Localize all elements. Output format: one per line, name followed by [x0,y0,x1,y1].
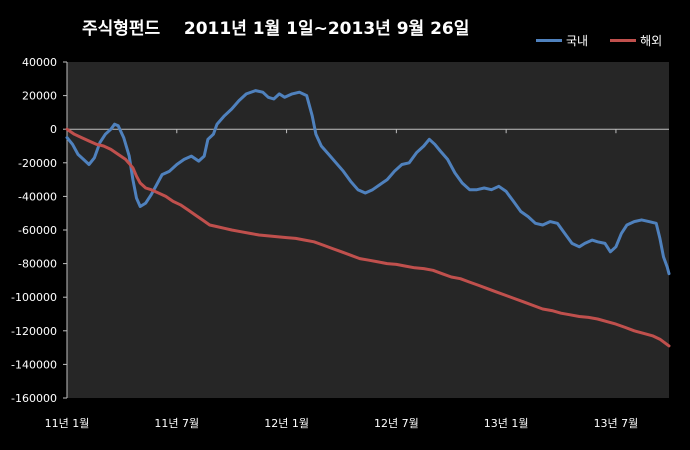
y-tick-label: 20000 [22,90,57,103]
series-line-domestic [65,89,671,276]
y-tick-label: -20000 [18,157,57,170]
legend-item-domestic: 국내 [536,32,588,49]
y-tick-label: 40000 [22,56,57,69]
y-tick-label: -160000 [11,392,57,405]
legend-swatch-domestic [536,39,562,42]
x-axis-ticks: 11년 1월 11년 7월 12년 1월 12년 7월 13년 1월 13년 7월 [45,129,639,430]
y-tick-label: -120000 [11,325,57,338]
legend-swatch-overseas [610,39,637,42]
y-tick-label: -60000 [18,224,57,237]
y-tick-label: -100000 [11,291,57,304]
legend-label-overseas: 해외 [640,34,663,48]
x-tick-label: 13년 7월 [594,417,639,430]
x-tick-label: 13년 1월 [484,417,529,430]
legend-label-domestic: 국내 [566,34,589,48]
y-tick-label: 0 [50,123,57,136]
y-tick-label: -80000 [18,258,57,271]
series-group [65,89,671,348]
series-line-overseas [65,127,671,348]
legend: 국내 해외 [536,32,662,49]
legend-item-overseas: 해외 [610,32,662,49]
chart-title: 주식형펀드 2011년 1월 1일~2013년 9월 26일 [82,19,470,39]
y-axis-ticks: 40000 20000 0 -20000 -40000 -60000 -80000 -1000… [11,56,67,405]
x-tick-label: 12년 1월 [264,417,309,430]
x-tick-label: 12년 7월 [374,417,419,430]
plot-area [67,62,669,398]
y-tick-label: -40000 [18,190,57,203]
y-tick-label: -140000 [11,358,57,371]
x-tick-label: 11년 1월 [45,417,90,430]
x-tick-label: 11년 7월 [154,417,199,430]
